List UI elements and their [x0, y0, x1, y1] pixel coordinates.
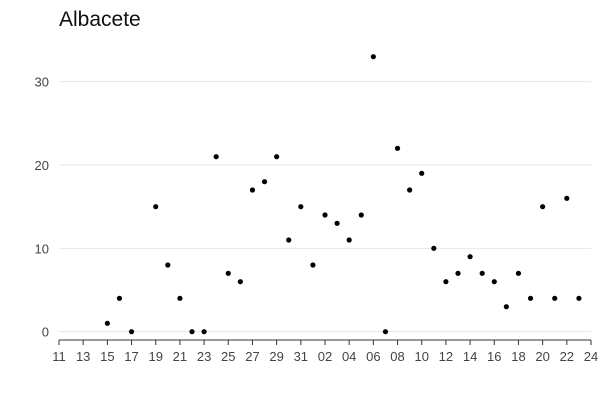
- x-tick-label: 16: [487, 349, 501, 364]
- data-point: [286, 237, 292, 243]
- data-point: [515, 270, 522, 276]
- data-point: [491, 279, 497, 285]
- x-tick-label: 02: [318, 349, 332, 364]
- data-point: [249, 187, 256, 193]
- data-point: [261, 179, 268, 185]
- x-tick-label: 22: [560, 349, 574, 364]
- data-point: [503, 304, 509, 310]
- data-point: [201, 329, 207, 335]
- x-tick-label: 21: [173, 349, 187, 364]
- data-point: [564, 195, 570, 201]
- data-point: [189, 329, 195, 335]
- data-point: [177, 295, 183, 301]
- data-point: [334, 220, 340, 226]
- data-point: [116, 295, 123, 301]
- data-point: [358, 212, 364, 218]
- data-point: [552, 295, 558, 301]
- data-point: [455, 270, 461, 276]
- data-point: [540, 204, 546, 210]
- data-point: [431, 245, 437, 251]
- data-point: [382, 329, 389, 335]
- data-point: [407, 187, 413, 193]
- x-tick-label: 12: [439, 349, 453, 364]
- x-tick-label: 10: [414, 349, 428, 364]
- y-tick-label: 20: [35, 158, 49, 173]
- y-tick-label: 10: [35, 241, 49, 256]
- data-point: [165, 262, 171, 268]
- data-point: [467, 254, 473, 260]
- data-point: [298, 204, 304, 210]
- data-point: [237, 279, 243, 285]
- data-point: [443, 279, 449, 285]
- data-point: [346, 237, 352, 243]
- data-point: [576, 295, 582, 301]
- chart-title: Albacete: [59, 8, 141, 31]
- x-tick-label: 29: [269, 349, 283, 364]
- data-point: [213, 154, 219, 160]
- data-point: [225, 270, 231, 276]
- x-tick-label: 19: [148, 349, 162, 364]
- x-tick-label: 15: [100, 349, 114, 364]
- x-tick-label: 18: [511, 349, 525, 364]
- grid: [59, 81, 591, 333]
- x-tick-label: 08: [390, 349, 404, 364]
- data-point: [274, 154, 280, 160]
- data-point: [153, 204, 159, 210]
- data-point: [394, 145, 401, 151]
- data-point: [419, 170, 425, 176]
- x-tick-label: 04: [342, 349, 356, 364]
- x-tick-label: 20: [535, 349, 549, 364]
- x-tick-label: 13: [76, 349, 90, 364]
- x-tick-label: 17: [124, 349, 138, 364]
- x-tick-label: 24: [584, 349, 598, 364]
- data-point: [104, 320, 110, 326]
- data-points: [104, 54, 582, 335]
- x-tick-label: 11: [52, 349, 66, 364]
- data-point: [527, 295, 534, 301]
- x-tick-label: 31: [294, 349, 308, 364]
- data-point: [370, 54, 376, 60]
- data-point: [479, 270, 485, 276]
- data-point: [310, 262, 316, 268]
- x-axis: 11 13 15 17 19 21 23 25 27 29 31 02 04 06 08 10 12 14 16 18…: [52, 339, 598, 364]
- data-point: [322, 212, 328, 218]
- y-axis: 0 10 20 30: [35, 75, 49, 340]
- x-tick-label: 25: [221, 349, 235, 364]
- x-tick-label: 14: [463, 349, 477, 364]
- data-point: [128, 329, 135, 335]
- x-tick-label: 27: [245, 349, 259, 364]
- x-tick-label: 06: [366, 349, 380, 364]
- x-tick-label: 23: [197, 349, 211, 364]
- y-tick-label: 30: [35, 75, 49, 90]
- y-tick-label: 0: [42, 325, 49, 340]
